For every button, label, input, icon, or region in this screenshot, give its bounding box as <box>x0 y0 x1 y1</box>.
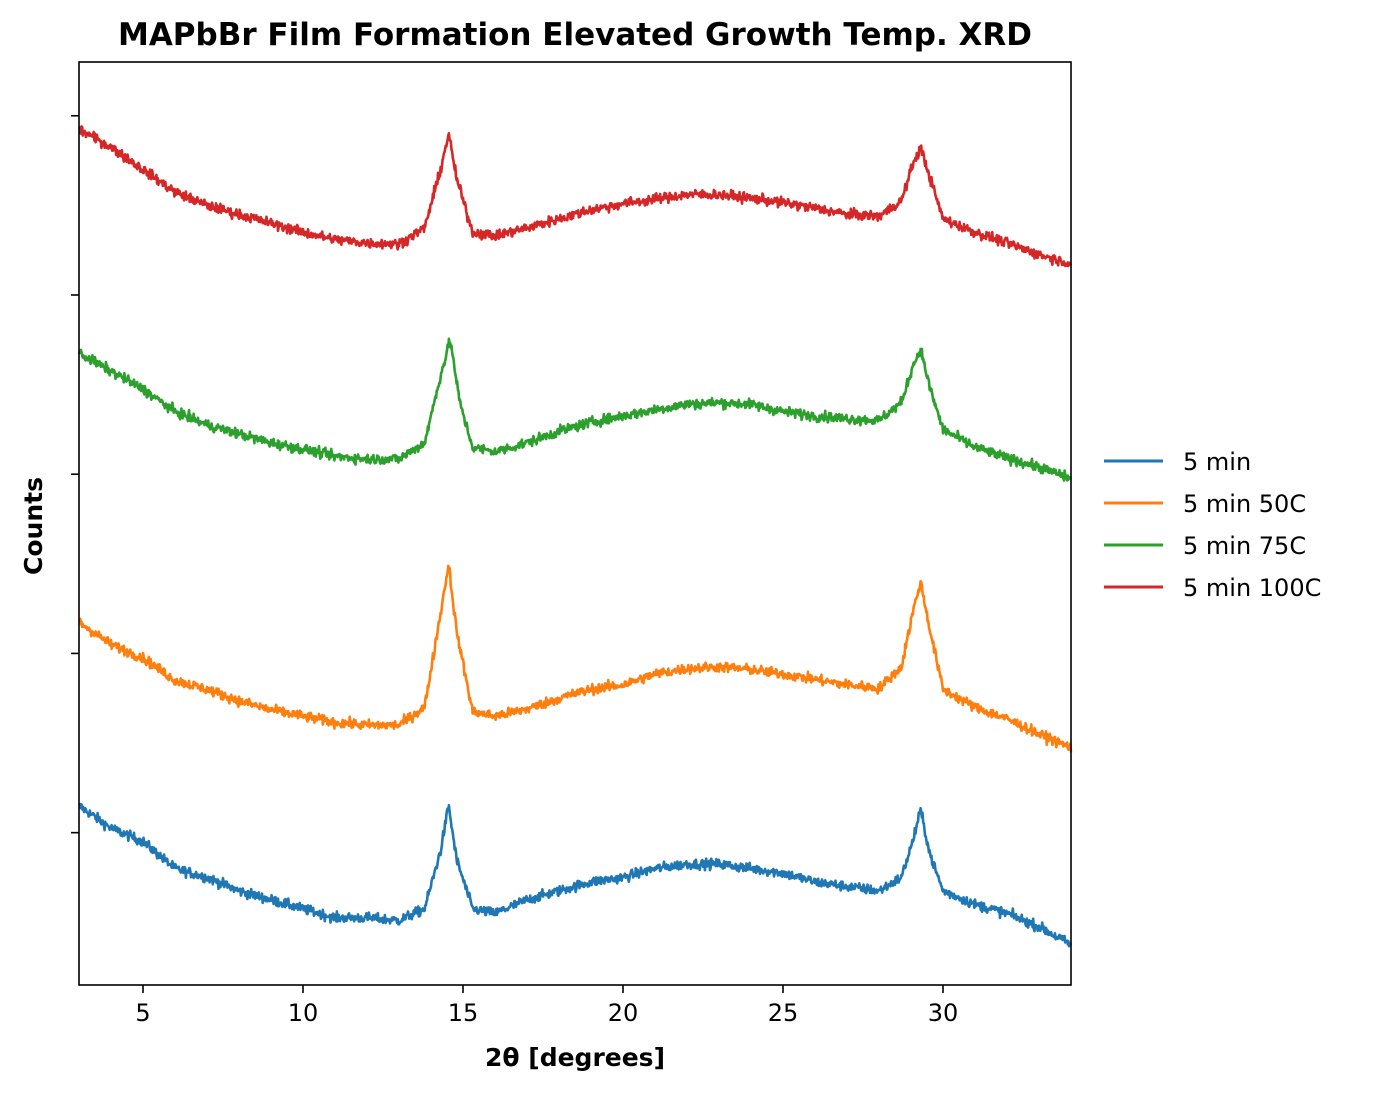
x-tick-label: 15 <box>448 999 479 1027</box>
x-axis: 5 10 15 20 25 30 <box>135 985 958 1027</box>
plot-frame <box>78 61 1072 986</box>
x-tick-label: 10 <box>288 999 319 1027</box>
series-line-1 <box>77 802 1073 948</box>
x-tick-label: 20 <box>608 999 639 1027</box>
series-line-3 <box>77 337 1073 482</box>
series-line-4 <box>78 125 1073 268</box>
x-axis-label: 2θ [degrees] <box>485 1043 665 1072</box>
legend-label-3: 5 min 75C <box>1183 532 1306 560</box>
y-axis-label: Counts <box>19 477 48 575</box>
x-tick-label: 25 <box>768 999 799 1027</box>
legend: 5 min 5 min 50C 5 min 75C 5 min 100C <box>1104 448 1321 602</box>
x-tick-label: 5 <box>135 999 150 1027</box>
y-axis <box>71 114 79 834</box>
legend-label-4: 5 min 100C <box>1183 574 1321 602</box>
legend-label-2: 5 min 50C <box>1183 490 1306 518</box>
series-layer <box>77 125 1073 948</box>
series-line-2 <box>78 564 1073 753</box>
chart-title: MAPbBr Film Formation Elevated Growth Te… <box>118 17 1032 53</box>
legend-label-1: 5 min <box>1183 448 1251 476</box>
x-tick-label: 30 <box>928 999 959 1027</box>
